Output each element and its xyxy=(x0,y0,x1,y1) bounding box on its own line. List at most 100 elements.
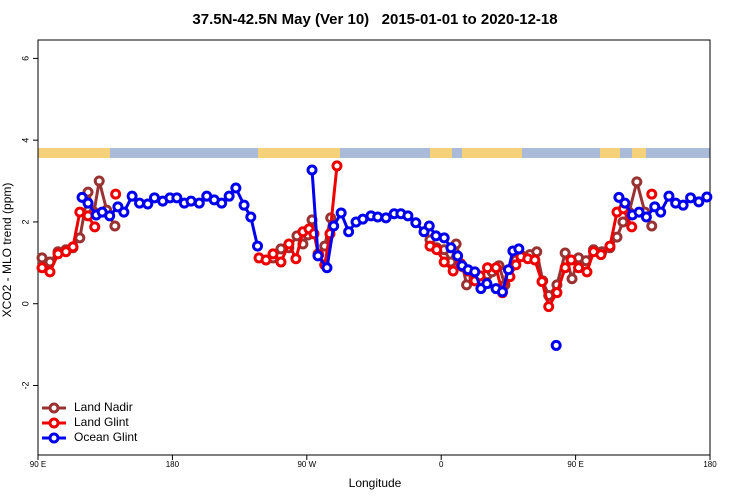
data-point xyxy=(82,197,94,209)
data-point xyxy=(223,190,235,202)
data-point xyxy=(496,286,508,298)
data-point xyxy=(410,217,422,229)
legend-label: Land Nadir xyxy=(74,400,133,414)
data-point xyxy=(543,301,555,313)
data-point xyxy=(685,192,697,204)
data-point xyxy=(89,221,101,233)
data-point xyxy=(646,220,658,232)
data-point xyxy=(604,240,616,252)
data-point xyxy=(461,279,473,291)
data-point xyxy=(109,220,121,232)
data-point xyxy=(445,242,457,254)
data-point xyxy=(438,232,450,244)
data-point xyxy=(510,259,522,271)
data-point xyxy=(581,266,593,278)
x-tick-label: 90 E xyxy=(567,460,583,469)
data-point xyxy=(595,249,607,261)
data-point xyxy=(631,176,643,188)
data-point xyxy=(74,206,86,218)
plot-frame xyxy=(37,39,711,456)
y-tick-label: 4 xyxy=(20,138,30,143)
legend-label: Ocean Glint xyxy=(74,430,138,444)
data-point xyxy=(252,240,264,252)
x-tick-label: 180 xyxy=(166,460,180,469)
data-point xyxy=(171,192,183,204)
data-point xyxy=(283,238,295,250)
data-point xyxy=(74,232,86,244)
data-point xyxy=(559,262,571,274)
data-point xyxy=(290,253,302,265)
data-point xyxy=(452,250,464,262)
data-point xyxy=(469,266,481,278)
data-point xyxy=(110,188,122,200)
data-point xyxy=(502,264,514,276)
data-point xyxy=(693,196,705,208)
data-point xyxy=(380,212,392,224)
data-point xyxy=(655,206,667,218)
y-tick-label: 0 xyxy=(20,301,30,306)
data-point xyxy=(230,182,242,194)
data-point xyxy=(343,226,355,238)
data-point xyxy=(267,248,279,260)
x-tick-label: 0 xyxy=(439,460,444,469)
data-point xyxy=(677,199,689,211)
map-strip xyxy=(38,148,710,158)
data-point xyxy=(619,197,631,209)
y-tick-label: 2 xyxy=(20,219,30,224)
legend-marker xyxy=(48,432,60,444)
data-point xyxy=(573,262,585,274)
data-point xyxy=(331,160,343,172)
data-point xyxy=(67,241,79,253)
data-point xyxy=(193,197,205,209)
data-point xyxy=(93,175,105,187)
x-axis-label: Longitude xyxy=(349,476,402,490)
data-point xyxy=(513,243,525,255)
data-point xyxy=(245,211,257,223)
data-point xyxy=(328,220,340,232)
y-axis-label: XCO2 - MLO trend (ppm) xyxy=(0,183,14,318)
legend-marker xyxy=(48,402,60,414)
data-point xyxy=(550,339,562,351)
data-point xyxy=(104,210,116,222)
legend-marker xyxy=(48,417,60,429)
data-point xyxy=(646,188,658,200)
chart-title: 37.5N-42.5N May (Ver 10) 2015-01-01 to 2… xyxy=(192,11,557,28)
data-point xyxy=(60,246,72,258)
data-point xyxy=(260,254,272,266)
x-tick-label: 90 E xyxy=(30,460,46,469)
data-point xyxy=(312,250,324,262)
data-point xyxy=(640,211,652,223)
data-point xyxy=(611,231,623,243)
data-point xyxy=(306,164,318,176)
data-point xyxy=(565,254,577,266)
data-point xyxy=(490,262,502,274)
data-point xyxy=(551,287,563,299)
data-point xyxy=(663,190,675,202)
legend-label: Land Glint xyxy=(74,415,129,429)
data-point xyxy=(481,262,493,274)
data-point xyxy=(36,252,48,264)
data-point xyxy=(216,197,228,209)
data-point xyxy=(402,210,414,222)
data-point xyxy=(617,216,629,228)
y-tick-label: -2 xyxy=(20,381,30,389)
data-point xyxy=(701,191,713,203)
data-point xyxy=(481,278,493,290)
y-tick-label: 6 xyxy=(20,56,30,61)
data-point xyxy=(633,206,645,218)
data-point xyxy=(142,198,154,210)
data-point xyxy=(238,199,250,211)
data-point xyxy=(335,207,347,219)
data-point xyxy=(438,256,450,268)
x-tick-label: 180 xyxy=(703,460,717,469)
data-point xyxy=(566,273,578,285)
data-point xyxy=(118,206,130,218)
data-point xyxy=(126,190,138,202)
data-point xyxy=(275,256,287,268)
data-point xyxy=(423,220,435,232)
data-point xyxy=(321,262,333,274)
data-point xyxy=(559,247,571,259)
data-point xyxy=(36,262,48,274)
data-point xyxy=(529,254,541,266)
